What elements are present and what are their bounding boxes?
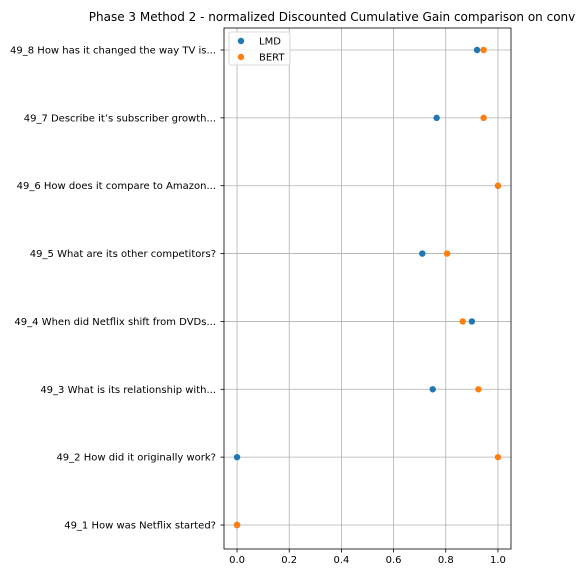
y-tick-label: 49_7 Describe it’s subscriber growth... <box>24 113 216 124</box>
data-point-lmd <box>429 386 436 393</box>
y-tick-labels: 49_1 How was Netflix started? 49_2 How di… <box>10 46 216 532</box>
legend: LMD BERT <box>228 31 291 66</box>
legend-label-lmd: LMD <box>259 37 281 48</box>
x-tick-label: 0.6 <box>386 555 402 566</box>
legend-marker-bert <box>237 53 245 61</box>
legend-marker-lmd <box>237 37 245 45</box>
x-tick-label: 0.2 <box>281 555 297 566</box>
data-points <box>233 46 502 529</box>
data-point-lmd <box>473 46 481 54</box>
data-point-bert <box>494 453 502 461</box>
data-point-bert <box>233 521 241 529</box>
data-point-lmd <box>233 453 241 461</box>
x-tick-label: 0.0 <box>229 555 245 566</box>
chart-title: Phase 3 Method 2 - normalized Discounted… <box>89 10 576 24</box>
x-tick-label: 0.4 <box>333 555 349 566</box>
data-point-bert <box>494 182 502 189</box>
y-tick-label: 49_3 What is its relationship with... <box>40 385 216 396</box>
x-tick-labels: 0.0 0.2 0.4 0.6 0.8 1.0 <box>229 555 506 566</box>
x-tick-label: 1.0 <box>490 555 506 566</box>
data-point-lmd <box>468 318 476 325</box>
y-tick-label: 49_1 How was Netflix started? <box>64 521 216 532</box>
legend-label-bert: BERT <box>259 53 285 64</box>
data-point-bert <box>459 318 466 325</box>
grid-lines <box>224 28 511 549</box>
data-point-bert <box>475 386 482 393</box>
y-tick-label: 49_2 How did it originally work? <box>56 453 216 464</box>
y-tick-label: 49_6 How does it compare to Amazon... <box>17 181 216 192</box>
y-tick-label: 49_4 When did Netflix shift from DVDs... <box>14 317 216 328</box>
plot-frame <box>223 27 512 550</box>
data-point-lmd <box>419 250 426 257</box>
x-tick-label: 0.8 <box>438 555 454 566</box>
plot-axes <box>220 27 512 553</box>
data-point-bert <box>480 114 487 122</box>
data-point-bert <box>480 46 487 54</box>
legend-box <box>228 31 291 66</box>
y-tick-label: 49_5 What are its other competitors? <box>30 249 216 260</box>
data-point-bert <box>443 250 451 257</box>
data-point-lmd <box>433 114 440 122</box>
y-tick-label: 49_8 How has it changed the way TV is... <box>10 46 216 57</box>
